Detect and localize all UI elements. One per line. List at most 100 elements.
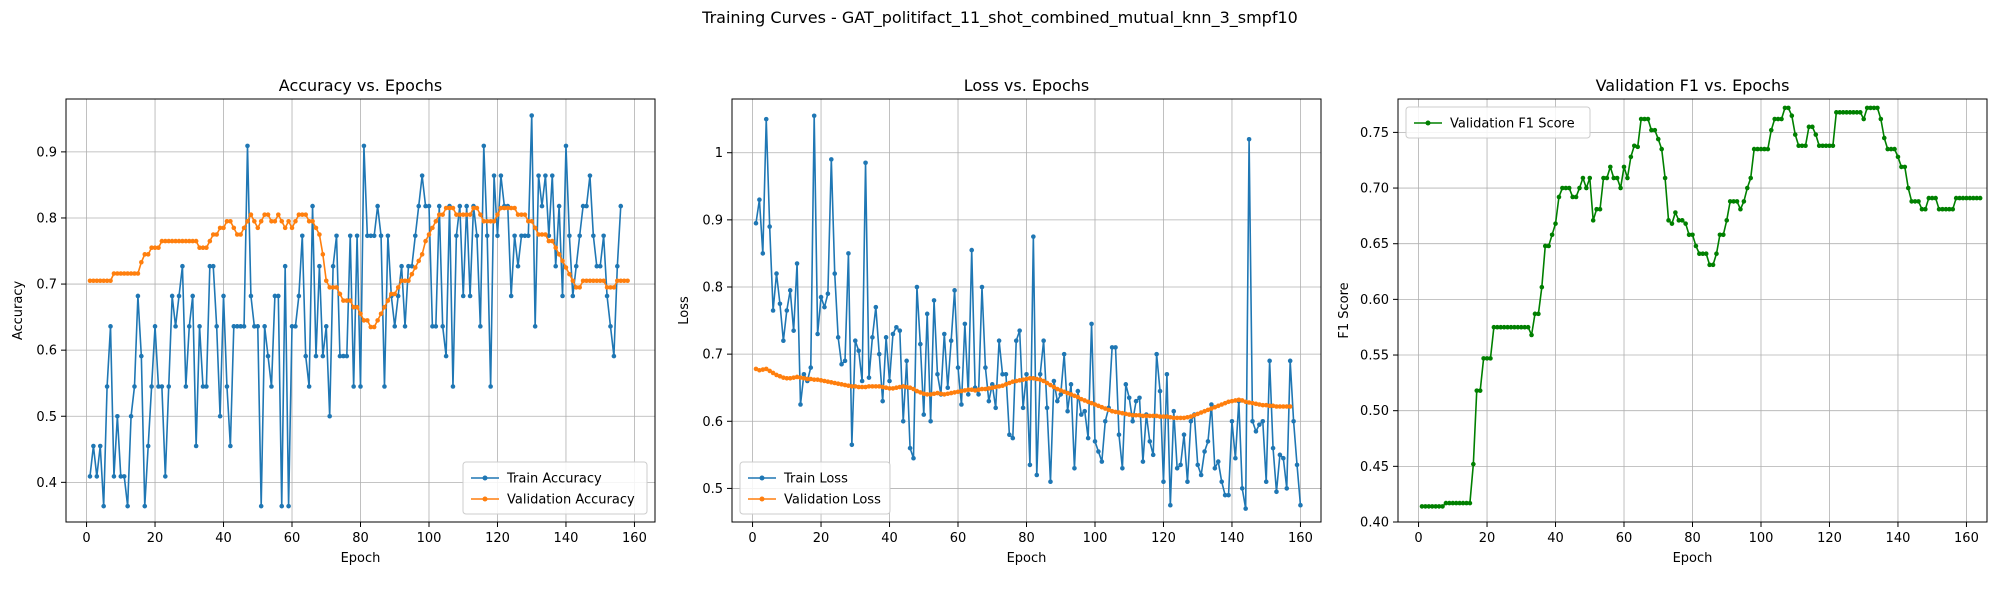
data-point bbox=[1868, 105, 1873, 111]
data-point bbox=[1512, 324, 1517, 330]
data-point bbox=[615, 278, 620, 284]
data-point bbox=[1560, 185, 1565, 191]
data-point bbox=[1423, 504, 1428, 509]
data-point bbox=[1491, 324, 1497, 330]
data-point bbox=[856, 384, 861, 390]
data-point bbox=[1721, 232, 1726, 238]
x-tick-label: 60 bbox=[1616, 531, 1633, 546]
data-point bbox=[948, 338, 954, 344]
data-point bbox=[625, 278, 630, 284]
data-point bbox=[1851, 110, 1856, 115]
data-point bbox=[931, 298, 937, 303]
data-point bbox=[1933, 195, 1938, 201]
data-point bbox=[1652, 127, 1658, 133]
chart-title: Loss vs. Epochs bbox=[964, 76, 1089, 95]
data-point bbox=[1909, 199, 1914, 204]
data-point bbox=[839, 382, 844, 387]
data-point bbox=[962, 388, 968, 393]
data-point bbox=[996, 338, 1002, 344]
data-point bbox=[1885, 146, 1890, 152]
data-point bbox=[464, 212, 469, 217]
legend-label: Validation Accuracy bbox=[507, 493, 635, 508]
data-point bbox=[1806, 124, 1812, 130]
data-point bbox=[536, 232, 541, 237]
data-point bbox=[221, 225, 226, 231]
series-line bbox=[755, 114, 1302, 510]
data-point bbox=[166, 384, 172, 389]
data-point bbox=[1185, 479, 1190, 485]
data-point bbox=[1072, 465, 1077, 471]
data-point bbox=[505, 205, 511, 211]
data-point bbox=[97, 278, 103, 284]
data-point bbox=[1031, 234, 1036, 239]
data-point bbox=[378, 233, 384, 239]
data-point bbox=[347, 233, 353, 239]
data-point bbox=[478, 324, 483, 329]
data-point bbox=[911, 455, 916, 461]
data-point bbox=[265, 212, 271, 217]
series-validation-accuracy bbox=[87, 205, 630, 330]
data-point bbox=[842, 358, 848, 364]
data-point bbox=[1508, 324, 1514, 330]
data-point bbox=[310, 203, 315, 209]
data-point bbox=[1013, 338, 1019, 344]
data-point bbox=[846, 251, 851, 256]
x-tick-label: 20 bbox=[1479, 531, 1496, 546]
data-point bbox=[94, 278, 100, 284]
data-point bbox=[818, 294, 824, 300]
data-point bbox=[474, 233, 480, 239]
data-point bbox=[1464, 500, 1469, 506]
data-point bbox=[794, 374, 800, 380]
data-point bbox=[313, 225, 319, 231]
data-point bbox=[1741, 199, 1747, 204]
data-point bbox=[972, 388, 978, 393]
data-point bbox=[279, 218, 285, 224]
data-point bbox=[873, 384, 879, 389]
data-point bbox=[1113, 345, 1118, 350]
data-point bbox=[890, 386, 896, 391]
data-point bbox=[1844, 110, 1849, 115]
data-point bbox=[1164, 414, 1170, 419]
data-point bbox=[1505, 324, 1510, 330]
data-point bbox=[1443, 500, 1449, 506]
data-point bbox=[1123, 382, 1129, 387]
data-point bbox=[228, 218, 233, 224]
data-point bbox=[1501, 324, 1507, 330]
data-point bbox=[770, 308, 776, 313]
data-point bbox=[618, 203, 624, 209]
data-point bbox=[272, 293, 278, 299]
data-point bbox=[515, 263, 521, 269]
data-point bbox=[1864, 105, 1870, 111]
data-point bbox=[556, 203, 562, 209]
data-point bbox=[262, 212, 267, 217]
data-point bbox=[1051, 384, 1057, 390]
data-point bbox=[1892, 146, 1897, 152]
chart-panel-1: 0 20 40 60 80 100 120 140 160 0.4 0.5 0.6 0.7 0.8 0.9 A… bbox=[11, 76, 656, 566]
data-point bbox=[611, 285, 617, 290]
data-point bbox=[945, 391, 951, 397]
data-point bbox=[1755, 146, 1760, 152]
data-point bbox=[197, 245, 202, 251]
data-point bbox=[553, 263, 558, 269]
data-point bbox=[928, 418, 933, 424]
data-point bbox=[1150, 452, 1156, 458]
x-axis-label: Epoch bbox=[1007, 551, 1047, 566]
data-point bbox=[1281, 455, 1286, 461]
data-point bbox=[1943, 206, 1949, 212]
data-point bbox=[942, 392, 947, 397]
data-point bbox=[392, 324, 398, 329]
data-point bbox=[1792, 132, 1798, 137]
data-point bbox=[798, 402, 803, 407]
data-point bbox=[1556, 194, 1562, 200]
data-point bbox=[1010, 435, 1016, 441]
data-point bbox=[798, 375, 803, 380]
data-point bbox=[1765, 146, 1771, 152]
data-point bbox=[567, 271, 572, 277]
data-point bbox=[149, 245, 154, 251]
data-point bbox=[1243, 399, 1248, 405]
data-point bbox=[1089, 321, 1094, 327]
data-point bbox=[389, 291, 394, 297]
data-point bbox=[601, 278, 606, 284]
data-point bbox=[873, 304, 879, 310]
data-point bbox=[580, 278, 586, 284]
